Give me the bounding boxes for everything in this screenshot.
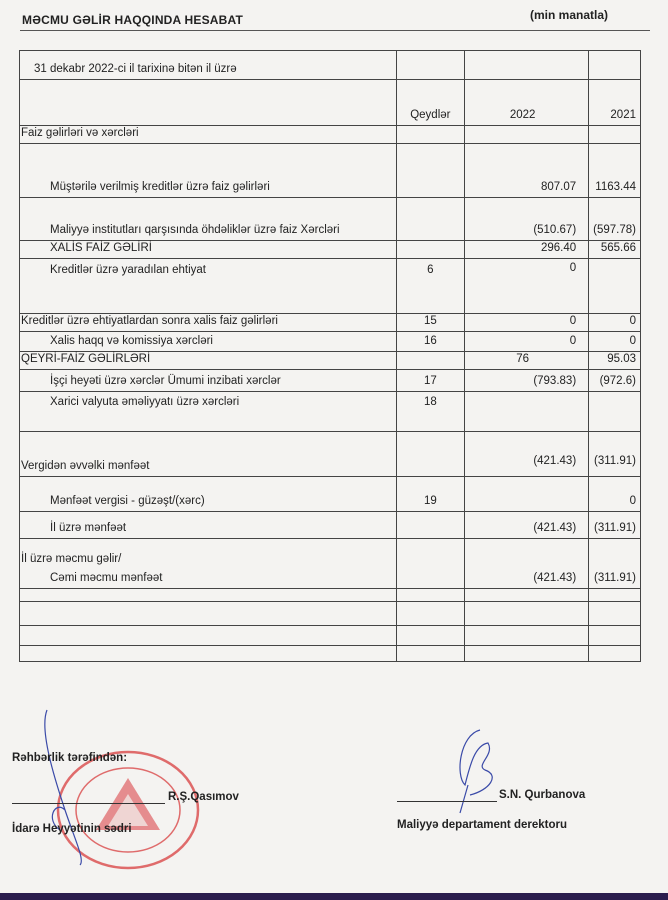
- unit-label: (min manatla): [530, 8, 609, 22]
- bottom-bar: [0, 893, 668, 900]
- table-row: Müştərilə verilmiş kreditlər üzrə faiz g…: [19, 143, 641, 198]
- period-row: 31 dekabr 2022-ci il tarixinə bitən il ü…: [19, 50, 641, 80]
- by-management-label: Rəhbərlik tərəfindən:: [12, 752, 128, 764]
- table-row: Faiz gəlirləri və xərcləri: [19, 125, 641, 144]
- title-rule: [20, 30, 650, 31]
- table-row: İl üzrə mənfəət (421.43) (311.91): [19, 511, 641, 539]
- left-signatory-name: R.Ş.Qasımov: [168, 791, 239, 803]
- table-row: Xarici valyuta əməliyyatı üzrə xərcləri …: [19, 391, 641, 432]
- notes-header: Qeydlər: [395, 79, 466, 126]
- table-row: Kreditlər üzrə ehtiyatlardan sonra xalis…: [19, 313, 641, 332]
- year-2022-header: 2022: [464, 79, 590, 126]
- table-row: İşçi heyəti üzrə xərclər Ümumi inzibati …: [19, 369, 641, 392]
- document-title: MƏCMU GƏLİR HAQQINDA HESABAT: [22, 13, 244, 27]
- right-signature: [459, 729, 493, 814]
- table-row: İl üzrə məcmu gəlir/ Cəmi məcmu mənfəət …: [19, 538, 641, 589]
- right-signatory-title: Maliyyə departament derektoru: [397, 819, 568, 831]
- table-row: QEYRİ-FAİZ GƏLİRLƏRİ 76 95.03: [19, 351, 641, 370]
- left-signature: [44, 709, 82, 866]
- year-2021-header: 2021: [588, 79, 641, 126]
- table-row: Vergidən əvvəlki mənfəət (421.43) (311.91…: [19, 431, 641, 477]
- left-signature-line: [12, 803, 165, 804]
- left-signatory-title: İdarə Heyyətinin sədri: [12, 823, 132, 835]
- period-label: 31 dekabr 2022-ci il tarixinə bitən il ü…: [19, 50, 397, 80]
- income-statement-table: 31 dekabr 2022-ci il tarixinə bitən il ü…: [19, 50, 641, 662]
- table-row: Xalis haqq və komissiya xərcləri 16 0 0: [19, 331, 641, 352]
- table-row: Maliyyə institutları qarşısında öhdəlikl…: [19, 197, 641, 241]
- table-row: XALİS FAİZ GƏLİRİ 296.40 565.66: [19, 240, 641, 259]
- right-signatory-name: S.N. Qurbanova: [499, 789, 586, 801]
- table-row: Mənfəət vergisi - güzəşt/(xərc) 19 0: [19, 476, 641, 512]
- company-stamp: [56, 750, 200, 870]
- right-signature-line: [397, 801, 497, 802]
- header-row: Qeydlər 2022 2021: [19, 79, 641, 126]
